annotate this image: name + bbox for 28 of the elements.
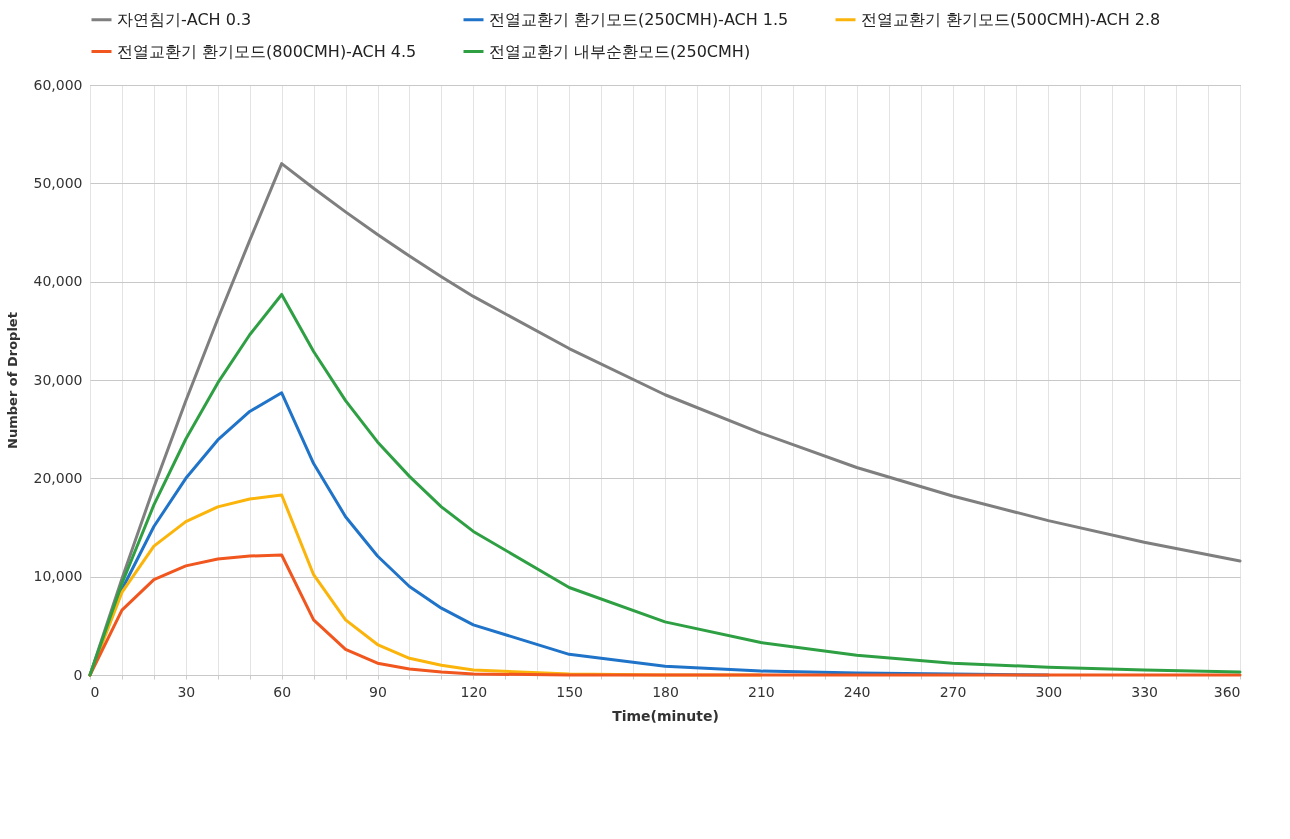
x-tick-label: 210	[747, 683, 775, 700]
x-tick-label: 330	[1131, 683, 1159, 700]
legend-label: 전열교환기 환기모드(800CMH)-ACH 4.5	[117, 41, 417, 61]
x-tick-label: 0	[90, 683, 100, 700]
x-tick-label: 360	[1213, 683, 1241, 700]
x-tick-label: 90	[369, 683, 387, 700]
legend-label: 전열교환기 내부순환모드(250CMH)	[489, 41, 751, 61]
x-axis-title: Time(minute)	[612, 707, 719, 724]
x-tick-label: 270	[939, 683, 967, 700]
x-tick-label: 150	[556, 683, 584, 700]
legend-label: 전열교환기 환기모드(500CMH)-ACH 2.8	[861, 9, 1161, 29]
x-tick-label: 30	[177, 683, 196, 700]
x-tick-label: 300	[1035, 683, 1063, 700]
y-tick-label: 60,000	[33, 76, 83, 93]
y-tick-label: 30,000	[33, 371, 83, 388]
y-tick-label: 50,000	[33, 174, 83, 191]
y-tick-label: 20,000	[33, 469, 83, 486]
line-series	[88, 292, 1242, 677]
x-tick-label: 60	[273, 683, 292, 700]
y-tick-label: 40,000	[33, 273, 83, 290]
y-tick-label: 10,000	[33, 568, 83, 585]
legend-label: 전열교환기 환기모드(250CMH)-ACH 1.5	[489, 9, 789, 29]
y-axis-title: Number of Droplet	[4, 312, 20, 449]
x-tick-label: 180	[652, 683, 679, 700]
legend-label: 자연침기-ACH 0.3	[117, 9, 252, 29]
x-tick-label: 240	[843, 683, 871, 700]
x-tick-label: 120	[460, 683, 488, 700]
y-tick-label: 0	[73, 666, 83, 683]
